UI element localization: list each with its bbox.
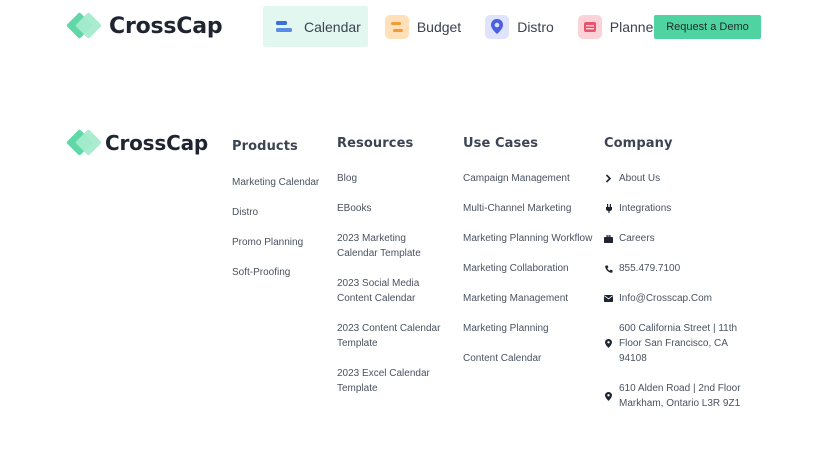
crosscap-logo-icon	[66, 12, 102, 40]
footer-link[interactable]: 2023 Marketing Calendar Template	[337, 233, 421, 259]
footer-link[interactable]: Campaign Management	[463, 173, 570, 184]
nav-item-planner[interactable]: Planner	[569, 6, 665, 47]
company-item-phone[interactable]: 855.479.7100	[604, 261, 749, 276]
footer-link[interactable]: Marketing Collaboration	[463, 263, 569, 274]
brand-name: CrossCap	[109, 13, 223, 39]
nav-label-budget: Budget	[416, 18, 462, 35]
footer-link[interactable]: Marketing Planning	[463, 323, 549, 334]
nav-item-calendar[interactable]: Calendar	[263, 6, 368, 47]
use-cases-heading: Use Cases	[463, 136, 539, 151]
envelope-icon	[604, 294, 613, 303]
footer-logo[interactable]: CrossCap	[66, 129, 208, 157]
briefcase-icon	[604, 234, 613, 243]
footer-link[interactable]: Soft-Proofing	[232, 267, 291, 278]
budget-icon	[384, 14, 409, 39]
company-item-about[interactable]: About Us	[604, 171, 749, 186]
footer-link[interactable]: 2023 Social Media Content Calendar	[337, 278, 420, 304]
site-header: CrossCap Calendar Budget Distro Planner	[0, 0, 840, 54]
company-heading: Company	[604, 136, 673, 151]
nav-label-distro: Distro	[517, 18, 554, 35]
nav-label-calendar: Calendar	[304, 18, 361, 35]
footer-link[interactable]: Multi-Channel Marketing	[463, 203, 572, 214]
footer-company-column: Company About Us Integrations Careers 85…	[604, 136, 749, 426]
footer-link[interactable]: Marketing Calendar	[232, 177, 320, 188]
company-item-email[interactable]: Info@Crosscap.Com	[604, 291, 749, 306]
nav-item-budget[interactable]: Budget	[376, 6, 468, 47]
nav-item-distro[interactable]: Distro	[476, 6, 561, 47]
footer-link[interactable]: Marketing Planning Workflow	[463, 233, 593, 244]
footer-link[interactable]: Distro	[232, 207, 259, 218]
products-heading: Products	[232, 139, 298, 154]
footer-link[interactable]: Content Calendar	[463, 353, 542, 364]
company-item-address-sf: 600 California Street | 11th Floor San F…	[604, 321, 749, 366]
footer-use-cases-column: Use Cases Campaign Management Multi-Chan…	[463, 136, 592, 381]
company-item-integrations[interactable]: Integrations	[604, 201, 749, 216]
footer-link[interactable]: Marketing Management	[463, 293, 569, 304]
footer-link[interactable]: 2023 Content Calendar Template	[337, 323, 441, 349]
footer-link[interactable]: EBooks	[337, 203, 372, 214]
footer-link[interactable]: Promo Planning	[232, 237, 304, 248]
chevron-right-icon	[604, 174, 613, 183]
map-pin-icon	[604, 391, 613, 401]
footer-products-column: Products Marketing Calendar Distro Promo…	[232, 139, 319, 295]
footer-brand-name: CrossCap	[105, 131, 208, 155]
crosscap-logo-icon	[66, 129, 102, 157]
plug-icon	[604, 204, 613, 213]
distro-icon	[485, 14, 510, 39]
planner-icon	[577, 14, 602, 39]
footer-resources-column: Resources Blog EBooks 2023 Marketing Cal…	[337, 136, 441, 411]
footer-link[interactable]: 2023 Excel Calendar Template	[337, 368, 430, 394]
resources-heading: Resources	[337, 136, 414, 151]
footer-link[interactable]: Blog	[337, 173, 358, 184]
map-pin-icon	[604, 339, 613, 348]
header-logo[interactable]: CrossCap	[66, 12, 223, 40]
calendar-icon	[272, 15, 296, 39]
phone-icon	[604, 264, 613, 273]
main-nav: Calendar Budget Distro Planner	[263, 6, 673, 47]
request-demo-button[interactable]: Request a Demo	[654, 15, 761, 39]
company-item-careers[interactable]: Careers	[604, 231, 749, 246]
nav-label-planner: Planner	[609, 18, 659, 35]
company-item-address-markham: 610 Alden Road | 2nd Floor Markham, Onta…	[604, 381, 749, 411]
